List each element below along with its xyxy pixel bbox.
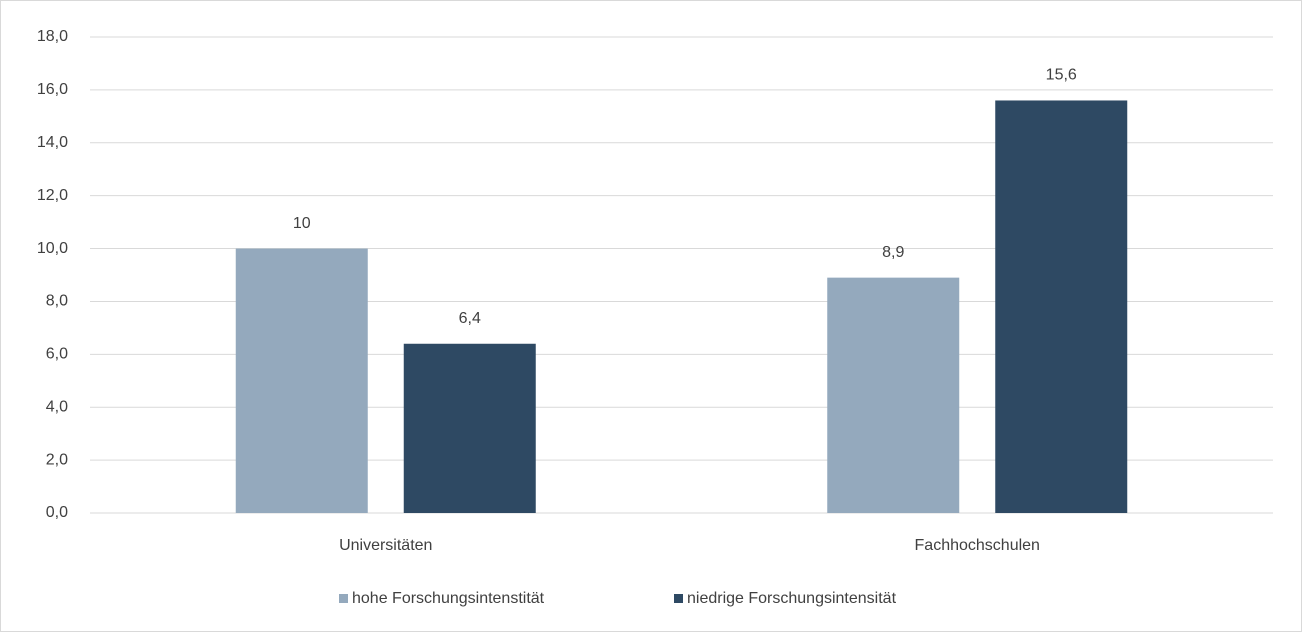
y-tick-label: 10,0 xyxy=(37,240,68,257)
data-label: 15,6 xyxy=(1046,67,1077,84)
y-tick-label: 18,0 xyxy=(37,28,68,45)
data-label: 10 xyxy=(293,215,311,232)
y-tick-label: 2,0 xyxy=(46,451,68,468)
y-tick-label: 6,0 xyxy=(46,346,68,363)
bar xyxy=(235,248,368,514)
legend-swatch xyxy=(674,594,683,603)
legend-label: hohe Forschungsintenstität xyxy=(352,590,545,607)
y-tick-label: 8,0 xyxy=(46,293,68,310)
bar xyxy=(827,277,960,513)
legend-label: niedrige Forschungsintensität xyxy=(687,590,897,607)
x-tick-label: Fachhochschulen xyxy=(915,537,1040,554)
y-tick-label: 14,0 xyxy=(37,134,68,151)
y-tick-label: 4,0 xyxy=(46,398,68,415)
x-tick-label: Universitäten xyxy=(339,537,432,554)
y-tick-label: 16,0 xyxy=(37,81,68,98)
data-label: 6,4 xyxy=(459,310,481,327)
legend-swatch xyxy=(339,594,348,603)
data-label: 8,9 xyxy=(882,244,904,261)
bar xyxy=(995,100,1128,513)
y-tick-label: 12,0 xyxy=(37,187,68,204)
y-tick-label: 0,0 xyxy=(46,504,68,521)
bar xyxy=(403,343,536,513)
